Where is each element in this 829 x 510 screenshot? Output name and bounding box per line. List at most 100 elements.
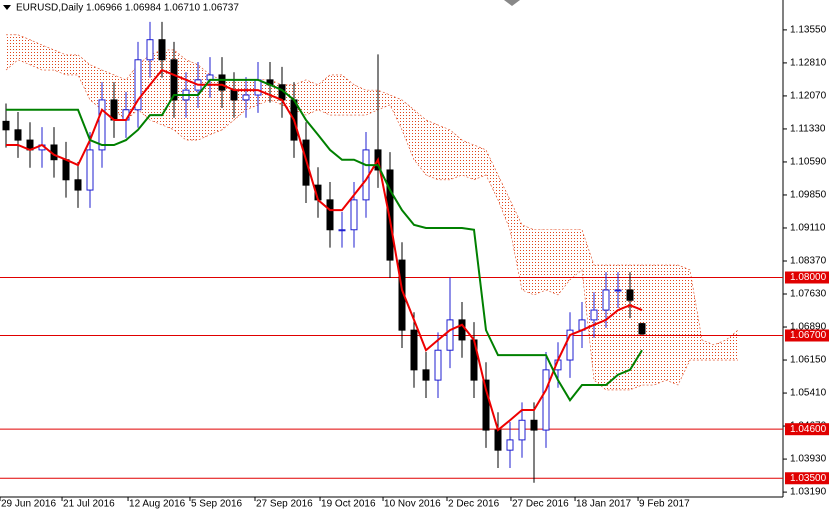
cloud-segment (570, 229, 582, 280)
cloud-segment (546, 229, 558, 295)
cloud-segment (558, 229, 570, 295)
x-tick-label: 18 Jan 2017 (576, 499, 631, 510)
cloud-segment (498, 174, 510, 230)
x-tick-label: 5 Sep 2016 (191, 499, 243, 510)
y-tick-label: 1.05410 (790, 388, 827, 399)
y-tick-label: 1.06150 (790, 355, 827, 366)
cloud-segment (606, 265, 618, 390)
level-label: 1.08000 (790, 272, 827, 283)
candle-body (626, 289, 634, 301)
x-tick-label: 21 Jul 2016 (63, 499, 115, 510)
level-label-box (785, 271, 829, 284)
cloud-segment (54, 49, 66, 75)
candle-body (638, 323, 646, 335)
cloud-segment (522, 224, 534, 295)
cloud-segment (42, 45, 54, 71)
cloud-segment (510, 199, 522, 290)
indicator-line (6, 68, 643, 432)
indicator-line (6, 78, 643, 402)
cloud-segment (594, 265, 606, 390)
candle-body (74, 179, 82, 191)
candle-body (494, 429, 502, 451)
x-tick-label: 12 Aug 2016 (129, 499, 186, 510)
candle-body (62, 159, 70, 181)
candle-body (518, 419, 526, 441)
y-tick-label: 1.12810 (790, 58, 827, 69)
x-tick-label: 10 Nov 2016 (384, 499, 441, 510)
cloud-segment (342, 74, 354, 116)
cloud-segment (18, 34, 30, 65)
level-label-box (785, 423, 829, 436)
cloud-segment (654, 265, 666, 386)
y-tick-label: 1.12070 (790, 91, 827, 102)
x-tick-label: 9 Feb 2017 (639, 499, 690, 510)
candle-body (134, 59, 142, 111)
cloud-edge (6, 34, 739, 346)
y-tick-label: 1.09110 (790, 223, 826, 234)
y-tick-label: 1.13550 (790, 25, 827, 36)
y-tick-label: 1.03190 (790, 487, 827, 498)
candle-body (338, 229, 346, 232)
cloud-segment (426, 120, 438, 180)
candle-body (542, 369, 550, 431)
x-tick-label: 27 Dec 2016 (512, 499, 569, 510)
candle-body (98, 99, 106, 151)
cloud-segment (450, 129, 462, 180)
y-tick-label: 1.11330 (790, 124, 826, 135)
candle-body (602, 289, 610, 311)
y-tick-label: 1.03930 (790, 454, 827, 465)
candle-body (2, 120, 10, 131)
y-tick-label: 1.07630 (790, 289, 827, 300)
candle-body (434, 349, 442, 381)
cloud-segment (66, 54, 78, 75)
candle-body (158, 39, 166, 61)
cloud-segment (306, 79, 318, 116)
cloud-segment (90, 64, 102, 110)
scroll-marker (504, 0, 520, 6)
cloud-segment (678, 265, 690, 386)
cloud-segment (330, 74, 342, 116)
candle-body (506, 439, 514, 451)
candle-body (254, 79, 262, 96)
cloud-segment (486, 149, 498, 200)
y-tick-label: 1.06890 (790, 322, 827, 333)
cloud-segment (78, 54, 90, 100)
candle-body (170, 59, 178, 101)
cloud-segment (402, 99, 414, 160)
cloud-segment (318, 74, 330, 116)
candle-body (350, 199, 358, 231)
y-tick-label: 1.08370 (790, 256, 827, 267)
candle-body (614, 289, 622, 292)
cloud-segment (690, 269, 702, 361)
y-tick-label: 1.10590 (790, 157, 827, 168)
candle-body (410, 329, 418, 371)
level-label-box (785, 329, 829, 342)
cloud-segment (582, 229, 594, 381)
cloud-segment (366, 90, 378, 116)
candle-body (14, 129, 22, 141)
level-label-box (785, 472, 829, 485)
cloud-segment (462, 140, 474, 180)
cloud-segment (642, 265, 654, 386)
candle-body (482, 379, 490, 431)
candle-body (230, 89, 238, 101)
candle-body (590, 309, 598, 321)
cloud-segment (534, 229, 546, 295)
candle-body (242, 94, 250, 101)
menu-icon (3, 5, 11, 10)
candle-body (566, 329, 574, 361)
candle-body (86, 149, 94, 191)
candle-body (218, 74, 226, 91)
x-tick-label: 19 Oct 2016 (321, 499, 376, 510)
y-tick-label: 1.09850 (790, 190, 827, 201)
cloud-segment (714, 339, 726, 361)
candle-body (446, 319, 454, 351)
cloud-segment (6, 34, 18, 71)
cloud-segment (30, 39, 42, 71)
cloud-segment (378, 90, 390, 110)
cloud-segment (438, 124, 450, 180)
candle-body (146, 39, 154, 61)
candle-body (530, 419, 538, 431)
